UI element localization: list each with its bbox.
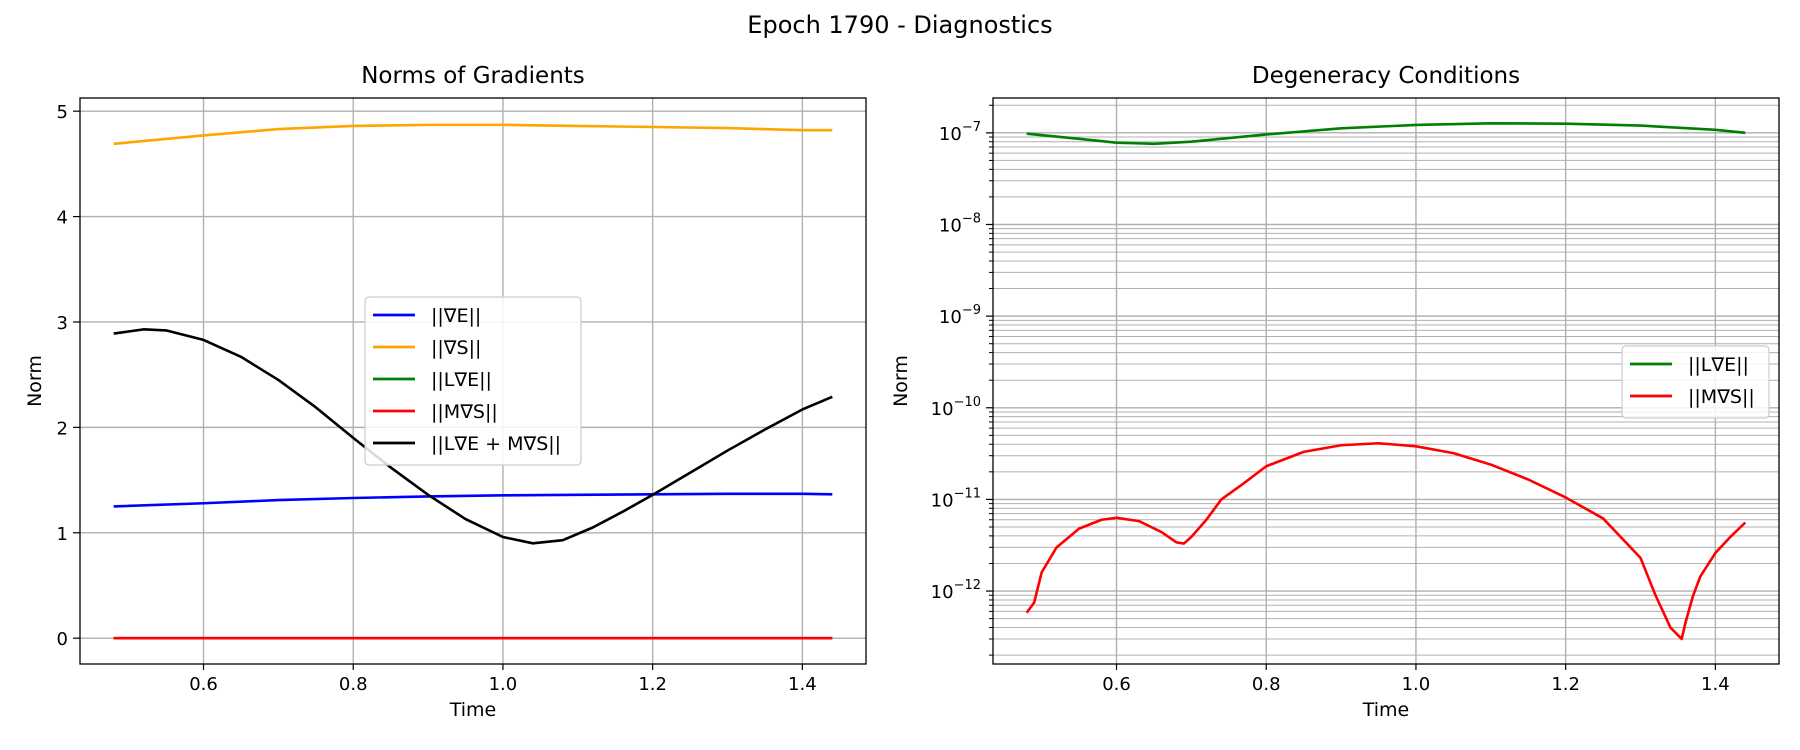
series-line: [1026, 122, 1746, 146]
x-tick-label: 1.0: [1402, 674, 1431, 695]
legend: ||L∇E|| ||M∇S||: [1621, 345, 1770, 419]
y-tick-label: 2: [57, 418, 68, 439]
x-axis-label: Time: [1362, 699, 1410, 721]
x-tick-label: 1.4: [788, 674, 817, 695]
y-tick-label: 10−7: [939, 120, 981, 145]
axes-frame: [992, 97, 1780, 665]
y-tick-label: 10−12: [931, 578, 981, 603]
series-line: [113, 492, 833, 508]
x-tick-label: 1.2: [638, 674, 667, 695]
plot-title: Norms of Gradients: [361, 63, 585, 89]
plot-title: Degeneracy Conditions: [1252, 63, 1520, 89]
legend-label: ||L∇E||: [1688, 354, 1749, 376]
x-tick-label: 0.8: [339, 674, 368, 695]
legend-label: ||M∇S||: [431, 401, 498, 423]
legend-label: ||∇S||: [431, 337, 481, 359]
x-tick-label: 0.8: [1252, 674, 1281, 695]
x-tick-label: 1.0: [489, 674, 518, 695]
x-tick-label: 1.4: [1701, 674, 1730, 695]
x-tick-label: 0.6: [1102, 674, 1131, 695]
figure-title: Epoch 1790 - Diagnostics: [747, 11, 1052, 39]
y-tick-label: 10−10: [931, 395, 981, 420]
y-tick-label: 0: [57, 629, 68, 650]
legend-label: ||L∇E||: [431, 369, 492, 391]
axes-frame: [79, 97, 867, 665]
x-tick-label: 0.6: [189, 674, 218, 695]
series-line: [1025, 441, 1747, 641]
legend: ||∇E|| ||∇S|| ||L∇E|| ||M∇S|| ||L∇E + M∇S||: [364, 296, 582, 466]
y-tick-label: 5: [57, 102, 68, 123]
y-tick-label: 10−9: [939, 303, 981, 328]
legend-label: ||∇E||: [431, 305, 481, 327]
legend-label: ||M∇S||: [1688, 386, 1755, 408]
y-axis-label: Norm: [890, 355, 912, 407]
y-tick-label: 10−11: [931, 486, 981, 511]
x-axis-label: Time: [449, 699, 497, 721]
y-tick-label: 4: [57, 208, 68, 229]
legend-box: [364, 296, 582, 466]
y-tick-label: 1: [57, 524, 68, 545]
legend-label: ||L∇E + M∇S||: [431, 433, 561, 455]
y-tick-label: 3: [57, 313, 68, 334]
series-line: [113, 328, 833, 545]
y-axis-label: Norm: [24, 355, 46, 407]
x-tick-label: 1.2: [1551, 674, 1580, 695]
series-line: [113, 123, 833, 146]
panel-degeneracy-conditions: 0.6 0.8 1.0 1.2 1.4 10−12 10−11 10−10 10−9 10−8 10…: [890, 63, 1780, 721]
panel-norms-of-gradients: 0.6 0.8 1.0 1.2 1.4 0 1 2 3 4 5 Norms of Gradients T…: [24, 63, 867, 721]
y-tick-label: 10−8: [939, 211, 981, 236]
